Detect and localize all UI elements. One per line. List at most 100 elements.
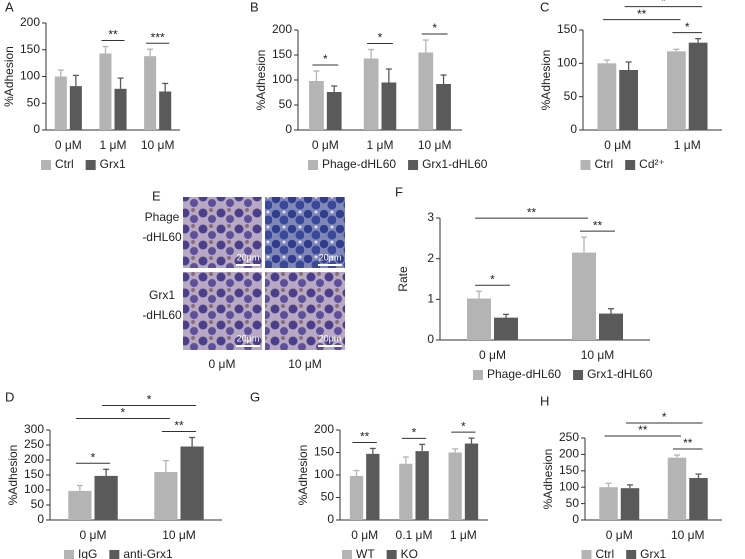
x-tick-label: 1 μM — [100, 138, 127, 152]
bar — [688, 42, 708, 130]
scale-bar-label: 20μm — [237, 333, 260, 343]
legend-swatch — [85, 160, 96, 170]
legend-label: anti-Grx1 — [123, 547, 173, 559]
significance-label: * — [661, 0, 666, 8]
bar — [620, 488, 640, 520]
legend-swatch — [408, 160, 419, 170]
x-tick-label: 10 μM — [581, 348, 615, 362]
bar — [494, 317, 518, 340]
chart: F Rate 0 1 2 3 0 μM 10 μM Phage-dHL60 Grx1-dHL60 *… — [395, 184, 653, 381]
significance-label: * — [432, 21, 437, 35]
row-label: Phage — [145, 210, 180, 224]
bar — [689, 478, 708, 520]
y-tick-label: 100 — [557, 56, 577, 70]
x-tick-label: 0.1 μM — [396, 528, 433, 542]
y-tick-label: 250 — [24, 437, 44, 451]
legend-label: Grx1 — [100, 157, 126, 171]
x-tick-label: 0 μM — [479, 348, 506, 362]
y-tick-label: 0 — [285, 122, 292, 136]
y-tick-label: 200 — [272, 22, 292, 36]
legend-swatch — [386, 550, 397, 559]
y-axis-label: %Adhesion — [296, 445, 310, 506]
scale-bar — [318, 264, 342, 266]
scale-bar-label: 20μm — [237, 252, 260, 262]
bar — [154, 472, 178, 520]
y-tick-label: 100 — [20, 69, 40, 83]
significance-label: * — [121, 406, 126, 420]
bar — [144, 56, 157, 130]
chart: A %Adhesion 0 50 100 150 200 0 μM 1 μM 10 μM Ctrl G… — [2, 0, 180, 171]
y-tick-label: 2 — [427, 251, 434, 265]
y-tick-label: 0 — [572, 512, 579, 526]
significance-label: *** — [151, 30, 165, 44]
bar — [599, 487, 618, 520]
legend-label: Ctrl — [596, 547, 615, 559]
bar — [467, 298, 491, 340]
legend-swatch — [64, 550, 74, 559]
bar — [399, 463, 413, 520]
significance-label: ** — [174, 419, 184, 433]
bar — [415, 451, 429, 520]
panel-letter: H — [540, 393, 549, 408]
panel-letter: D — [5, 389, 14, 404]
y-tick-label: 150 — [272, 47, 292, 61]
bar — [159, 91, 172, 130]
x-tick-label: 0 μM — [80, 528, 107, 542]
y-tick-label: 200 — [559, 447, 579, 461]
chart: G %Adhesion 0 50 100 150 200 0 μM 0.1 μM 1 μM WT KO… — [250, 389, 488, 559]
y-tick-label: 200 — [314, 422, 334, 436]
y-tick-label: 50 — [279, 97, 293, 111]
panel-letter: B — [250, 0, 259, 14]
significance-label: * — [490, 272, 495, 286]
y-axis-label: %Adhesion — [254, 50, 268, 111]
bar — [363, 58, 379, 130]
chart: H %Adhesion 0 50 100 150 200 250 0 μM 10 μM Ctrl Gr… — [540, 393, 722, 559]
legend-label: Grx1-dHL60 — [422, 157, 488, 171]
y-tick-label: 100 — [559, 479, 579, 493]
bar — [309, 81, 324, 130]
scale-bar — [318, 345, 342, 347]
column-label: 0 μM — [209, 357, 236, 371]
bar — [94, 475, 118, 520]
y-tick-label: 100 — [24, 482, 44, 496]
scale-bar — [236, 264, 260, 266]
bar — [326, 92, 342, 130]
legend-label: Cd²⁺ — [639, 157, 665, 171]
y-tick-label: 150 — [20, 42, 40, 56]
panel-letter: C — [540, 0, 549, 14]
legend-swatch — [342, 550, 352, 559]
significance-label: ** — [638, 423, 648, 437]
significance-label: ** — [637, 7, 647, 21]
bar — [114, 88, 127, 130]
bar — [597, 63, 617, 131]
panel-letter: E — [152, 188, 161, 203]
y-tick-label: 200 — [24, 452, 44, 466]
y-tick-label: 50 — [566, 496, 580, 510]
y-tick-label: 0 — [570, 122, 577, 136]
chart: B %Adhesion 0 50 100 150 200 0 μM 1 μM 10 μM Phage… — [250, 0, 488, 171]
y-tick-label: 1 — [427, 292, 434, 306]
y-tick-label: 50 — [321, 490, 335, 504]
legend-label: Ctrl — [55, 157, 74, 171]
bar — [54, 76, 67, 130]
legend-label: Phage-dHL60 — [487, 367, 561, 381]
x-tick-label: 0 μM — [606, 528, 633, 542]
micrograph — [183, 272, 262, 350]
legend-swatch — [580, 160, 591, 170]
x-tick-label: 0 μM — [604, 138, 631, 152]
significance-label: * — [147, 393, 152, 407]
panel-e: E Phage -dHL60 Grx1 -dHL60 0 μM 10 μM 20… — [142, 188, 345, 371]
significance-label: * — [412, 426, 417, 440]
row-label: -dHL60 — [142, 230, 182, 244]
micrograph — [183, 197, 262, 268]
micrograph — [265, 272, 345, 350]
bar — [448, 452, 462, 520]
row-label: -dHL60 — [142, 308, 182, 322]
y-tick-label: 0 — [327, 512, 334, 526]
y-tick-label: 150 — [559, 463, 579, 477]
y-tick-label: 0 — [37, 512, 44, 526]
y-tick-label: 250 — [559, 430, 579, 444]
legend-label: Grx1 — [640, 547, 666, 559]
